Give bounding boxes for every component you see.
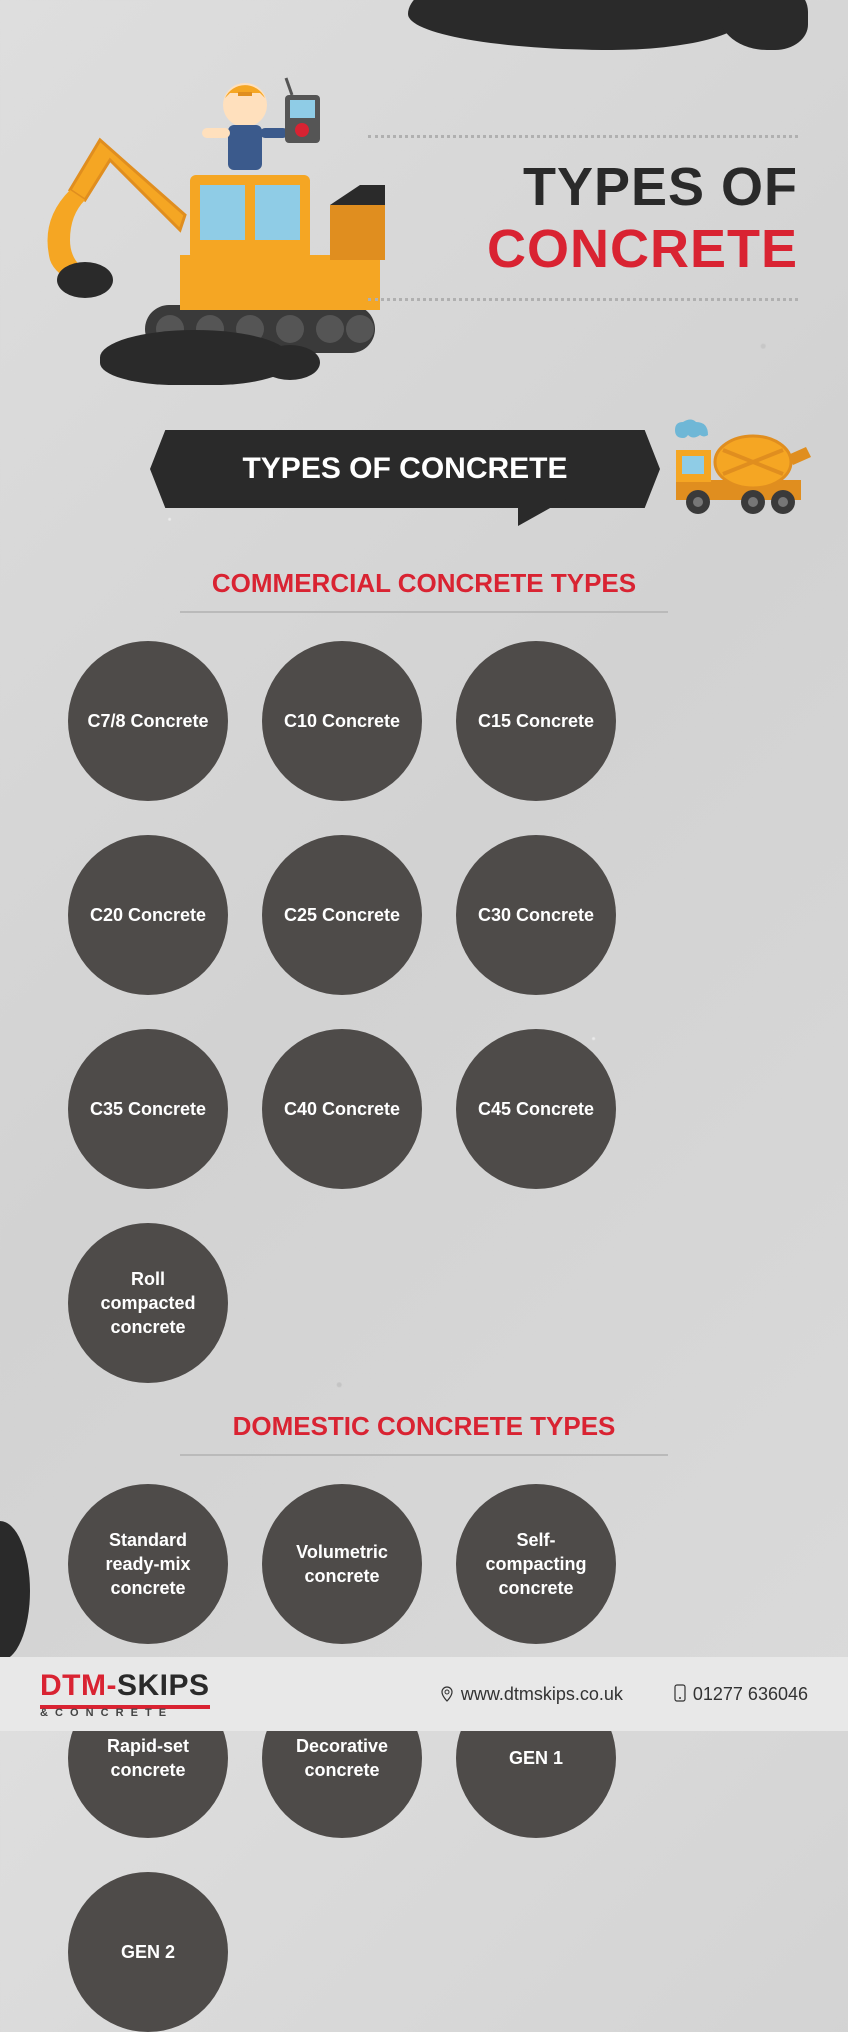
commercial-section: COMMERCIAL CONCRETE TYPES C7/8 Concrete … [0, 540, 848, 1383]
concrete-type: C10 Concrete [262, 641, 422, 801]
domestic-grid: Standard ready-mix concrete Volumetric c… [60, 1484, 788, 2032]
concrete-type: GEN 2 [68, 1872, 228, 2032]
title-line-1: TYPES OF [368, 156, 798, 218]
logo-skips: SKIPS [117, 1669, 210, 1702]
website-text: www.dtmskips.co.uk [461, 1684, 623, 1704]
footer: DTM-SKIPS & C O N C R E T E www.dtmskips… [0, 1657, 848, 1731]
cement-truck-icon [668, 410, 818, 525]
concrete-type: C45 Concrete [456, 1029, 616, 1189]
logo-dash: - [106, 1669, 117, 1702]
commercial-grid: C7/8 Concrete C10 Concrete C15 Concrete … [60, 641, 788, 1383]
domestic-title: DOMESTIC CONCRETE TYPES [60, 1383, 788, 1454]
concrete-type: C7/8 Concrete [68, 641, 228, 801]
phone-text: 01277 636046 [693, 1684, 808, 1704]
footer-phone: 01277 636046 [673, 1684, 808, 1705]
footer-website: www.dtmskips.co.uk [439, 1684, 623, 1705]
banner-ribbon: TYPES OF CONCRETE [150, 430, 660, 508]
concrete-type: C35 Concrete [68, 1029, 228, 1189]
concrete-type: Volumetric concrete [262, 1484, 422, 1644]
concrete-type: C25 Concrete [262, 835, 422, 995]
banner-flap [518, 498, 568, 526]
concrete-type: C20 Concrete [68, 835, 228, 995]
logo-dtm: DTM [40, 1669, 106, 1702]
dirt-pile [100, 330, 290, 385]
concrete-type: C40 Concrete [262, 1029, 422, 1189]
hero-section: TYPES OF CONCRETE [0, 0, 848, 400]
banner-section: TYPES OF CONCRETE [0, 430, 848, 540]
commercial-title: COMMERCIAL CONCRETE TYPES [60, 540, 788, 611]
logo: DTM-SKIPS & C O N C R E T E [40, 1669, 210, 1719]
concrete-type: Standard ready-mix concrete [68, 1484, 228, 1644]
location-icon [439, 1686, 455, 1702]
concrete-type: C30 Concrete [456, 835, 616, 995]
main-title: TYPES OF CONCRETE [368, 135, 798, 301]
phone-icon [673, 1684, 687, 1702]
concrete-type: Self-compacting concrete [456, 1484, 616, 1644]
concrete-type: C15 Concrete [456, 641, 616, 801]
title-line-2: CONCRETE [368, 218, 798, 280]
concrete-type: Roll compacted concrete [68, 1223, 228, 1383]
